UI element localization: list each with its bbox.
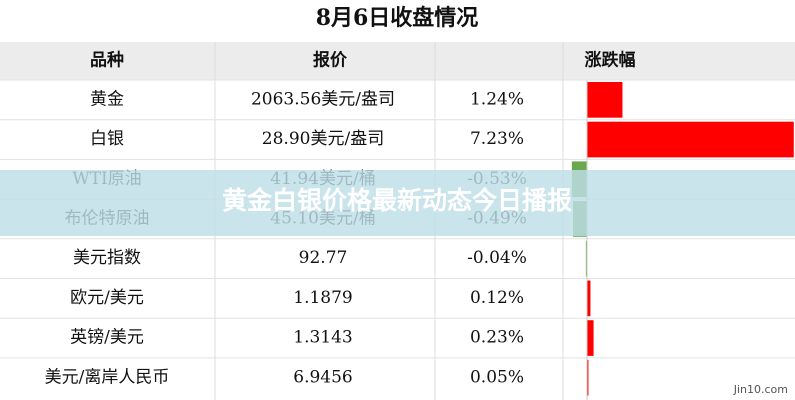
- change-bar: [587, 280, 591, 317]
- column-header: 品种: [90, 50, 124, 71]
- change-bar: [587, 121, 794, 158]
- column-header: 报价: [313, 50, 348, 71]
- item-name: 英镑/美元: [70, 328, 144, 348]
- banner-band: [0, 170, 795, 236]
- change-bar: [587, 359, 589, 396]
- item-name: 黄金: [90, 89, 124, 109]
- item-name: 欧元/美元: [70, 288, 144, 308]
- change: 1.24%: [470, 89, 524, 109]
- price: 1.3143: [293, 328, 352, 348]
- banner-text: 黄金白银价格最新动态今日播报: [222, 186, 572, 215]
- header-row: [0, 42, 795, 80]
- change: 0.12%: [470, 288, 524, 308]
- item-name: 白银: [90, 129, 124, 149]
- watermark: Jin10.com: [733, 383, 788, 396]
- price: 2063.56美元/盎司: [251, 89, 395, 109]
- change-bar: [587, 320, 594, 356]
- change-bar: [587, 82, 623, 118]
- title: 8月6日收盘情况: [316, 5, 479, 31]
- item-name: 美元指数: [73, 248, 141, 268]
- change: 7.23%: [470, 129, 524, 149]
- change-bar: [585, 240, 587, 277]
- change: 0.23%: [470, 328, 524, 348]
- item-name: 美元/离岸人民币: [45, 367, 170, 387]
- price: 6.9456: [293, 367, 352, 387]
- column-header: 涨跌幅: [585, 50, 636, 71]
- price: 1.1879: [293, 288, 352, 308]
- change: 0.05%: [470, 367, 524, 387]
- change: -0.04%: [467, 248, 527, 268]
- price: 92.77: [299, 248, 348, 268]
- price: 28.90美元/盎司: [262, 129, 384, 149]
